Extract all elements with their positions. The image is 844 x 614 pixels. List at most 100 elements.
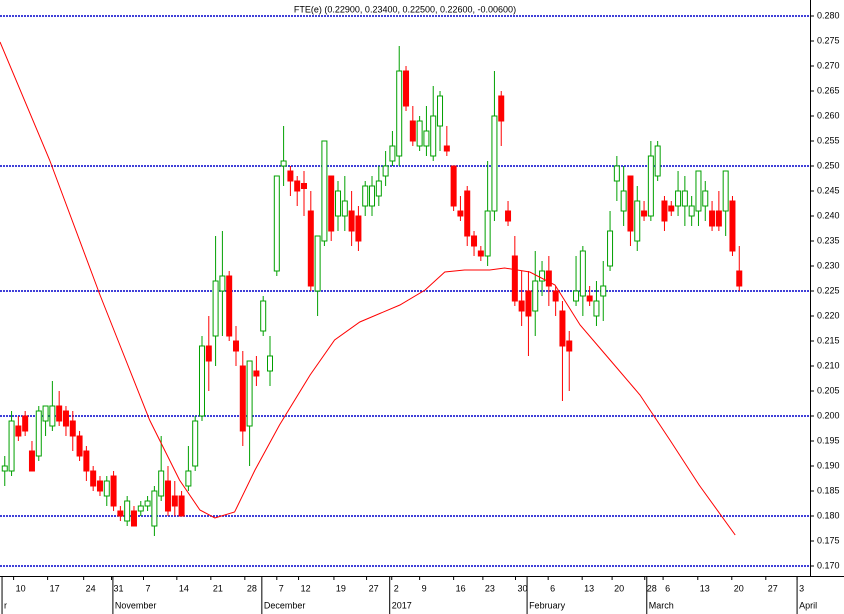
y-tick-label: 0.250 xyxy=(817,160,840,170)
candle-body xyxy=(260,300,267,332)
candle-body xyxy=(620,190,627,212)
candle-body xyxy=(498,95,505,122)
y-tick-label: 0.235 xyxy=(817,235,840,245)
moving-average xyxy=(0,41,736,536)
y-tick-label: 0.170 xyxy=(817,560,840,570)
candle-body xyxy=(151,490,158,527)
candle-body xyxy=(76,435,83,457)
candle-body xyxy=(579,250,586,297)
candle-body xyxy=(525,290,532,317)
y-tick-label: 0.245 xyxy=(817,185,840,195)
month-label: March xyxy=(649,600,674,610)
x-tick-label: 13 xyxy=(584,583,594,593)
candle-body xyxy=(688,205,695,217)
candle-body xyxy=(409,120,416,142)
y-tick-label: 0.200 xyxy=(817,410,840,420)
candle-body xyxy=(654,145,661,177)
x-tick-label: 28 xyxy=(247,583,257,593)
candle-body xyxy=(314,235,321,292)
x-tick-label: 19 xyxy=(336,583,346,593)
candle-body xyxy=(22,415,29,432)
candle-body xyxy=(715,210,722,227)
candle-body xyxy=(192,420,199,467)
candle-body xyxy=(294,180,301,192)
y-tick-label: 0.275 xyxy=(817,35,840,45)
candle-body xyxy=(362,185,369,207)
x-tick-label: 13 xyxy=(700,583,710,593)
y-tick-label: 0.260 xyxy=(817,110,840,120)
x-tick-label: 31 xyxy=(114,583,124,593)
candle-body xyxy=(83,450,90,472)
candle-body xyxy=(491,115,498,212)
candle-body xyxy=(267,355,273,372)
candle-body xyxy=(709,210,716,227)
candle-body xyxy=(205,345,212,362)
x-tick-label: 20 xyxy=(614,583,624,593)
candle-body xyxy=(668,205,675,212)
candle-body xyxy=(559,310,566,347)
candle-body xyxy=(457,210,464,217)
candle-body xyxy=(144,500,151,507)
candle-body xyxy=(382,165,389,177)
candle-body xyxy=(246,360,253,427)
candle-body xyxy=(232,340,239,352)
candle-body xyxy=(158,470,165,497)
candle-body xyxy=(28,450,35,472)
candle-body xyxy=(130,510,137,527)
x-tick-label: 20 xyxy=(734,583,744,593)
candle-body xyxy=(681,190,688,207)
candle-body xyxy=(586,295,593,302)
candle-body xyxy=(124,500,131,522)
candle-body xyxy=(369,185,376,207)
candle-body xyxy=(42,405,49,422)
candle-body xyxy=(518,300,525,312)
candle-body xyxy=(110,475,117,507)
candle-body xyxy=(539,270,546,282)
candle-body xyxy=(600,285,607,297)
x-tick-label: 6 xyxy=(550,583,555,593)
candle-body xyxy=(375,180,382,197)
x-tick-label: 3 xyxy=(799,583,804,593)
candle-body xyxy=(736,270,743,287)
x-tick-label: 30 xyxy=(518,583,528,593)
y-tick-label: 0.205 xyxy=(817,385,840,395)
y-tick-label: 0.280 xyxy=(817,10,840,20)
candle-body xyxy=(573,290,580,302)
candle-body xyxy=(641,210,648,217)
candle-body xyxy=(389,145,396,162)
candle-body xyxy=(15,425,22,437)
y-tick-label: 0.175 xyxy=(817,535,840,545)
month-label: December xyxy=(264,600,306,610)
candle-body xyxy=(416,120,423,147)
candle-body xyxy=(164,480,171,512)
y-tick-label: 0.270 xyxy=(817,60,840,70)
candle-body xyxy=(355,215,362,242)
y-tick-label: 0.180 xyxy=(817,510,840,520)
x-tick-label: 7 xyxy=(146,583,151,593)
candle-body xyxy=(403,70,410,107)
x-tick-label: 23 xyxy=(485,583,495,593)
candle-body xyxy=(328,175,335,232)
y-tick-label: 0.185 xyxy=(817,485,840,495)
y-tick-label: 0.210 xyxy=(817,360,840,370)
candle-body xyxy=(729,200,736,252)
x-tick-label: 6 xyxy=(665,583,670,593)
candle-body xyxy=(226,275,233,337)
candle-body xyxy=(137,505,144,512)
y-tick-label: 0.230 xyxy=(817,260,840,270)
candle-body xyxy=(335,190,342,217)
candle-body xyxy=(341,200,348,217)
candle-body xyxy=(627,175,634,232)
candle-body xyxy=(552,290,559,302)
candle-body xyxy=(613,165,620,182)
candle-body xyxy=(280,160,287,167)
candle-body xyxy=(423,130,430,147)
candle-body xyxy=(301,183,308,189)
candle-body xyxy=(702,190,709,207)
candle-body xyxy=(171,495,178,507)
candle-body xyxy=(634,200,641,242)
candle-body xyxy=(396,70,403,157)
y-tick-label: 0.195 xyxy=(817,435,840,445)
